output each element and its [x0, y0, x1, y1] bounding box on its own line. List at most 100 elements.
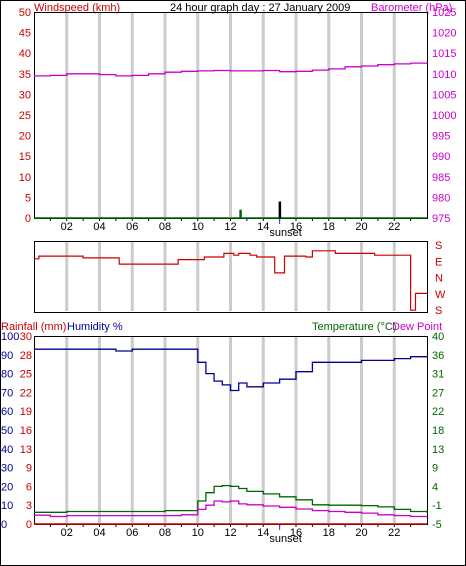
humidity-y-tick-label: 70	[1, 387, 13, 399]
panel3-x-tick-label: 14	[257, 527, 269, 539]
barometer-y-tick-label: 980	[432, 192, 450, 204]
rainfall-y-tick-label: 9	[26, 463, 32, 475]
humidity-y-tick-label: 10	[1, 500, 13, 512]
panel1-x-tick-label: 02	[61, 221, 73, 233]
dewpoint-line	[34, 500, 427, 518]
panel3-x-tick-label: 18	[323, 527, 335, 539]
barometer-y-tick-label: 1000	[432, 110, 456, 122]
windspeed-y-tick-label: 5	[25, 192, 31, 204]
windspeed-y-tick-label: 0	[25, 213, 31, 225]
humidity-y-tick-label: 0	[1, 519, 7, 531]
temperature-y-tick-label: 4	[432, 481, 438, 493]
windspeed-y-tick-label: 45	[19, 28, 31, 40]
barometer-y-tick-label: 1025	[432, 7, 456, 19]
panel1-x-tick-label: 10	[192, 221, 204, 233]
barometer-y-tick-label: 1005	[432, 89, 456, 101]
temperature-y-tick-label: 13	[432, 444, 444, 456]
temperature-y-tick-label: 9	[432, 463, 438, 475]
windspeed-y-tick-label: 30	[19, 89, 31, 101]
rainfall-y-tick-label: 28	[20, 350, 32, 362]
humidity-line	[34, 348, 427, 392]
direction-y-tick-label: S	[435, 305, 442, 317]
panel1-sunset-label: sunset	[269, 227, 301, 239]
rainfall-y-tick-label: 30	[20, 331, 32, 343]
rainfall-y-tick-label: 25	[20, 369, 32, 381]
windspeed-y-tick-label: 35	[19, 69, 31, 81]
windspeed-axis-title: Windspeed (kmh)	[34, 2, 120, 14]
humidity-y-tick-label: 30	[1, 463, 13, 475]
humidity-axis-title: Humidity %	[67, 321, 123, 333]
panel3-x-tick-label: 06	[126, 527, 138, 539]
rainfall-y-tick-label: 19	[20, 406, 32, 418]
barometer-line	[34, 62, 428, 77]
windspeed-y-tick-label: 20	[19, 131, 31, 143]
barometer-axis-title: Barometer (hPa)	[371, 2, 452, 14]
panel3-x-tick-label: 10	[192, 527, 204, 539]
temperature-y-tick-label: 22	[432, 406, 444, 418]
rainfall-y-tick-label: 0	[26, 519, 32, 531]
direction-y-tick-label: S	[435, 240, 442, 252]
windspeed-y-tick-label: 15	[19, 151, 31, 163]
barometer-y-tick-label: 995	[432, 131, 450, 143]
humidity-y-tick-label: 50	[1, 425, 13, 437]
temperature-axis-title: Temperature (°C)	[312, 321, 396, 333]
panel2-frame	[34, 241, 428, 313]
panel1-x-tick-label: 14	[257, 221, 269, 233]
rainfall-y-tick-label: 6	[26, 481, 32, 493]
rainfall-y-tick-label: 22	[20, 387, 32, 399]
panel1-x-tick-label: 06	[126, 221, 138, 233]
panel3-x-tick-label: 20	[355, 527, 367, 539]
windspeed-y-tick-label: 40	[19, 48, 31, 60]
panel1-x-tick-label: 18	[323, 221, 335, 233]
temperature-y-tick-label: 36	[432, 350, 444, 362]
windspeed-y-tick-label: 10	[19, 172, 31, 184]
humidity-temperature-panel: 0102030405060708090100036913161922252830…	[1, 331, 444, 545]
barometer-y-tick-label: 1015	[432, 48, 456, 60]
direction-y-tick-label: W	[435, 289, 446, 301]
rainfall-y-tick-label: 16	[20, 425, 32, 437]
barometer-y-tick-label: 1020	[432, 28, 456, 40]
barometer-y-tick-label: 975	[432, 213, 450, 225]
temperature-line	[34, 484, 428, 513]
humidity-y-tick-label: 40	[1, 444, 13, 456]
barometer-y-tick-label: 985	[432, 172, 450, 184]
dewpoint-axis-title: Dew Point	[392, 321, 442, 333]
panel1-x-tick-label: 20	[355, 221, 367, 233]
humidity-y-tick-label: 20	[1, 481, 13, 493]
temperature-y-tick-label: 27	[432, 387, 444, 399]
panel3-x-tick-label: 08	[159, 527, 171, 539]
rainfall-y-tick-label: 3	[26, 500, 32, 512]
direction-y-tick-label: E	[435, 256, 442, 268]
temperature-y-tick-label: -5	[432, 519, 442, 531]
panel1-x-tick-label: 22	[388, 221, 400, 233]
windspeed-y-tick-label: 50	[19, 7, 31, 19]
panel1-x-tick-label: 12	[224, 221, 236, 233]
temperature-y-tick-label: -1	[432, 500, 442, 512]
barometer-y-tick-label: 1010	[432, 69, 456, 81]
chart-title: 24 hour graph day : 27 January 2009	[170, 2, 350, 14]
direction-y-tick-label: N	[435, 273, 443, 285]
wind-gust-bar	[239, 209, 242, 218]
panel1-x-tick-label: 04	[93, 221, 105, 233]
humidity-y-tick-label: 80	[1, 369, 13, 381]
temperature-y-tick-label: 40	[432, 331, 444, 343]
panel1-x-tick-label: 16	[290, 221, 302, 233]
panel3-x-tick-label: 04	[93, 527, 105, 539]
barometer-y-tick-label: 990	[432, 151, 450, 163]
panel3-sunset-label: sunset	[269, 533, 301, 545]
wind-barometer-panel: 0510152025303540455097598098599099510001…	[19, 7, 457, 239]
windspeed-y-tick-label: 25	[19, 110, 31, 122]
humidity-y-tick-label: 90	[1, 350, 13, 362]
rainfall-axis-title: Rainfall (mm)	[1, 321, 66, 333]
panel3-x-tick-label: 16	[290, 527, 302, 539]
panel3-x-tick-label: 02	[61, 527, 73, 539]
panel3-x-tick-label: 22	[388, 527, 400, 539]
panel1-x-tick-label: 08	[159, 221, 171, 233]
humidity-y-tick-label: 100	[1, 331, 19, 343]
humidity-y-tick-label: 60	[1, 406, 13, 418]
temperature-y-tick-label: 18	[432, 425, 444, 437]
